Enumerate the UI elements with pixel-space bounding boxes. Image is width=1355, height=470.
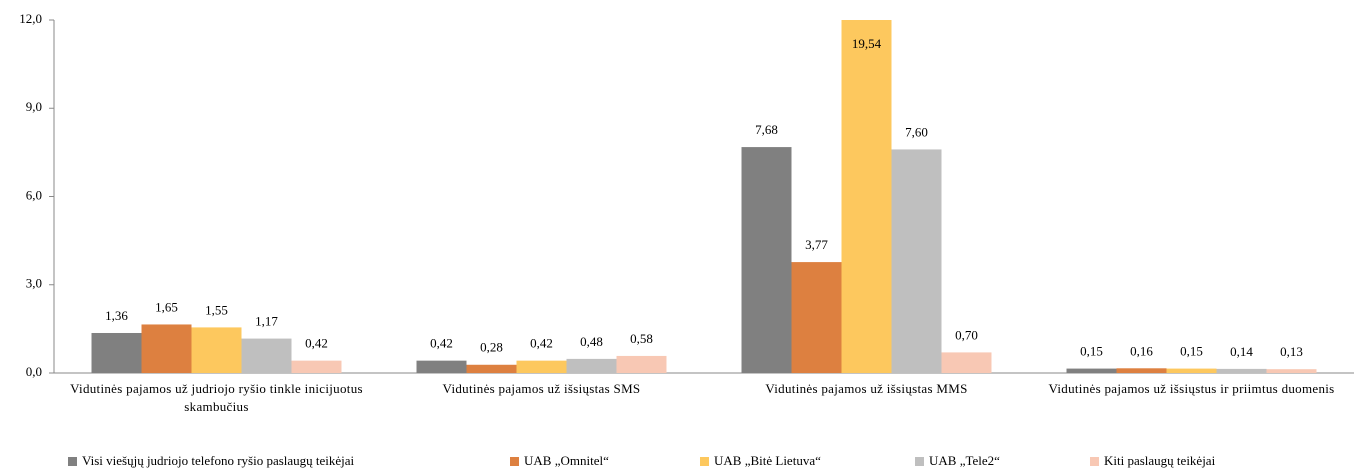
data-label: 1,17 bbox=[255, 314, 278, 329]
bar bbox=[891, 149, 942, 373]
legend-label: UAB „Omnitel“ bbox=[524, 453, 609, 468]
legend-swatch bbox=[510, 457, 519, 466]
bar bbox=[416, 360, 467, 373]
y-tick-label: 0,0 bbox=[26, 364, 42, 379]
bar bbox=[516, 360, 567, 373]
legend-label: UAB „Tele2“ bbox=[929, 453, 1000, 468]
bar bbox=[241, 338, 292, 373]
legend-label: Kiti paslaugų teikėjai bbox=[1104, 453, 1216, 468]
plot-area bbox=[91, 20, 1317, 374]
bar bbox=[791, 262, 842, 373]
data-label: 0,48 bbox=[580, 334, 603, 349]
legend-swatch bbox=[700, 457, 709, 466]
bar bbox=[1066, 368, 1117, 373]
legend-label: UAB „Bitė Lietuva“ bbox=[714, 453, 821, 468]
data-label: 0,28 bbox=[480, 340, 503, 355]
bar bbox=[291, 360, 342, 373]
bar bbox=[741, 147, 792, 373]
bar bbox=[1216, 368, 1267, 373]
x-tick-label: Vidutinės pajamos už išsiųstas SMS bbox=[442, 381, 641, 396]
bar bbox=[141, 324, 192, 373]
data-label: 1,55 bbox=[205, 302, 228, 317]
data-label: 0,70 bbox=[955, 327, 978, 342]
data-label: 1,36 bbox=[105, 308, 128, 323]
bar bbox=[466, 364, 517, 373]
data-label: 0,58 bbox=[630, 331, 653, 346]
bar bbox=[1266, 369, 1317, 373]
data-label: 0,42 bbox=[430, 336, 453, 351]
y-tick-label: 3,0 bbox=[26, 276, 42, 291]
bar bbox=[91, 332, 142, 373]
data-label: 0,16 bbox=[1130, 343, 1153, 358]
legend-label: Visi viešųjų judriojo telefono ryšio pas… bbox=[82, 453, 355, 468]
bar bbox=[191, 327, 242, 373]
data-label: 7,68 bbox=[755, 122, 778, 137]
bar bbox=[1166, 368, 1217, 373]
data-label: 1,65 bbox=[155, 299, 178, 314]
bar bbox=[566, 358, 617, 373]
data-label: 0,13 bbox=[1280, 344, 1303, 359]
data-label: 19,54 bbox=[852, 36, 882, 51]
bar bbox=[841, 20, 892, 374]
x-tick-label: Vidutinės pajamos už išsiųstus ir priimt… bbox=[1048, 381, 1335, 396]
data-label: 0,14 bbox=[1230, 344, 1253, 359]
data-label: 0,42 bbox=[530, 336, 553, 351]
data-label: 3,77 bbox=[805, 237, 828, 252]
legend-swatch bbox=[1090, 457, 1099, 466]
data-label: 0,15 bbox=[1180, 344, 1203, 359]
y-tick-label: 6,0 bbox=[26, 187, 42, 202]
x-tick-label: Vidutinės pajamos už išsiųstas MMS bbox=[765, 381, 968, 396]
bar bbox=[616, 355, 667, 373]
y-tick-label: 9,0 bbox=[26, 99, 42, 114]
legend-swatch bbox=[68, 457, 77, 466]
bar bbox=[1116, 368, 1167, 373]
y-tick-label: 12,0 bbox=[19, 11, 42, 26]
data-label: 0,42 bbox=[305, 336, 328, 351]
data-label: 0,15 bbox=[1080, 344, 1103, 359]
bar bbox=[941, 352, 992, 373]
data-label: 7,60 bbox=[905, 124, 928, 139]
legend-swatch bbox=[915, 457, 924, 466]
x-tick-label: Vidutinės pajamos už judriojo ryšio tink… bbox=[70, 381, 363, 414]
